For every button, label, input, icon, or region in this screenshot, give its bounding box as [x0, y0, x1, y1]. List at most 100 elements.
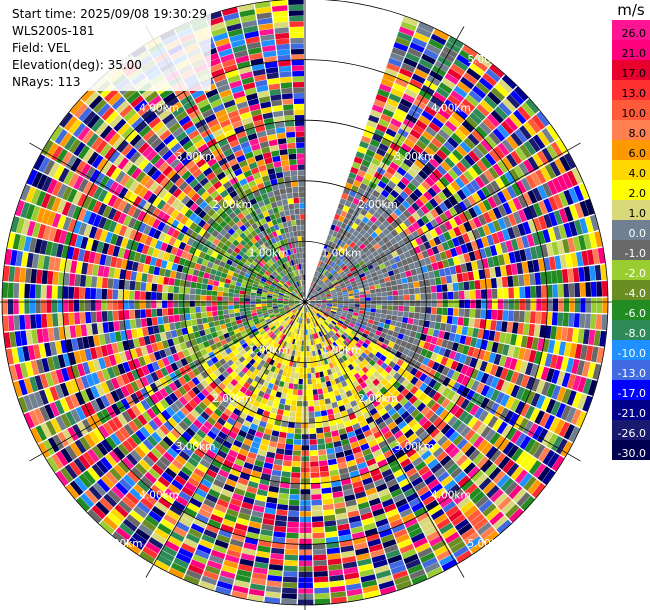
velocity-gate [422, 327, 429, 335]
velocity-gate [28, 393, 39, 409]
velocity-gate [516, 262, 524, 275]
velocity-gate [249, 263, 256, 270]
velocity-gate [401, 482, 414, 493]
velocity-gate [413, 506, 427, 518]
velocity-gate [498, 456, 511, 470]
velocity-gate [112, 278, 120, 289]
velocity-gate [463, 505, 478, 518]
velocity-gate [424, 409, 435, 420]
velocity-gate [382, 272, 389, 278]
velocity-gate [34, 238, 43, 254]
velocity-gate [385, 549, 401, 559]
velocity-gate [315, 304, 321, 307]
velocity-gate [156, 210, 166, 221]
velocity-gate [477, 201, 488, 214]
velocity-gate [372, 378, 380, 387]
velocity-gate [391, 250, 399, 258]
velocity-gate [316, 427, 324, 434]
velocity-gate [546, 433, 558, 449]
velocity-gate [346, 459, 357, 467]
velocity-gate [328, 241, 334, 248]
velocity-gate [145, 344, 154, 354]
velocity-gate [244, 304, 251, 308]
velocity-gate [69, 273, 76, 286]
velocity-gate [299, 549, 312, 556]
velocity-gate [202, 340, 210, 348]
velocity-gate [352, 230, 360, 237]
velocity-gate [283, 297, 289, 299]
velocity-gate [69, 233, 78, 247]
velocity-gate [486, 309, 492, 320]
velocity-gate [149, 334, 157, 344]
velocity-gate [378, 118, 390, 128]
velocity-gate [330, 261, 336, 268]
velocity-gate [353, 179, 362, 188]
velocity-gate [284, 294, 290, 298]
velocity-gate [423, 320, 430, 328]
velocity-gate [145, 291, 152, 300]
velocity-gate [181, 431, 193, 442]
velocity-gate [294, 300, 300, 302]
velocity-gate [52, 271, 59, 285]
velocity-gate [475, 299, 481, 309]
velocity-gate [493, 452, 506, 466]
velocity-gate [117, 443, 130, 456]
velocity-gate [294, 339, 298, 345]
velocity-gate [327, 344, 333, 351]
velocity-gate [277, 297, 284, 300]
velocity-gate [289, 295, 295, 299]
velocity-gate [242, 547, 256, 556]
velocity-gate [270, 435, 279, 443]
velocity-gate [464, 290, 470, 300]
velocity-gate [489, 364, 499, 376]
velocity-gate [36, 328, 44, 344]
velocity-gate [123, 310, 130, 320]
velocity-gate [129, 180, 140, 192]
velocity-gate [103, 218, 113, 231]
velocity-gate [423, 341, 431, 350]
velocity-gate [400, 245, 409, 253]
velocity-gate [396, 261, 403, 268]
velocity-gate [129, 229, 138, 241]
velocity-gate [397, 345, 405, 353]
velocity-gate [90, 385, 100, 399]
velocity-gate [223, 408, 233, 417]
velocity-gate [178, 376, 187, 386]
velocity-gate [527, 189, 538, 204]
velocity-gate [272, 424, 281, 432]
velocity-gate [65, 483, 80, 500]
velocity-gate [172, 500, 186, 512]
velocity-gate [77, 193, 88, 207]
velocity-gate [452, 434, 464, 446]
velocity-gate [520, 374, 530, 388]
velocity-gate [395, 533, 410, 544]
velocity-gate [549, 417, 560, 433]
velocity-gate [286, 433, 294, 439]
velocity-gate [160, 518, 175, 531]
velocity-gate [312, 290, 317, 295]
velocity-gate [316, 344, 320, 350]
velocity-gate [435, 354, 444, 364]
velocity-gate [283, 298, 289, 300]
velocity-gate [184, 287, 191, 294]
velocity-gate [262, 410, 271, 418]
velocity-gate [300, 489, 311, 495]
velocity-gate [419, 490, 433, 502]
velocity-gate [20, 184, 31, 201]
velocity-gate [334, 340, 341, 346]
velocity-gate [468, 90, 483, 103]
velocity-gate [351, 531, 365, 540]
velocity-gate [336, 220, 343, 228]
velocity-gate [342, 236, 349, 244]
velocity-gate [173, 389, 183, 399]
velocity-gate [96, 411, 107, 425]
velocity-gate [295, 422, 302, 429]
velocity-gate [381, 211, 390, 220]
velocity-gate [308, 411, 315, 418]
velocity-gate [352, 286, 359, 291]
velocity-gate [424, 146, 436, 157]
velocity-gate [540, 271, 547, 285]
velocity-gate [483, 329, 490, 340]
velocity-gate [246, 313, 252, 318]
velocity-gate [376, 366, 385, 374]
